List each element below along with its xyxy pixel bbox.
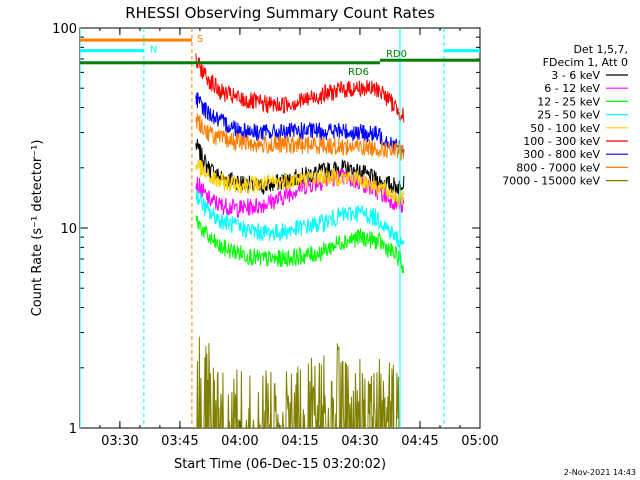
status-bar-label-5: RD0 [386, 49, 407, 60]
series-line-8 [195, 113, 405, 161]
x-tick-label: 04:00 [221, 434, 258, 449]
status-bar-2 [80, 49, 144, 53]
series-line-9 [195, 336, 400, 428]
status-bar-1 [80, 38, 192, 42]
series-line-3 [195, 215, 405, 274]
x-tick-label: 03:45 [161, 434, 198, 449]
legend-label-7: 300 - 800 keV [523, 148, 600, 161]
legend-label-1: 3 - 6 keV [551, 69, 600, 82]
series-line-4 [195, 189, 405, 249]
y-axis-label: Count Rate (s⁻¹ detector⁻¹) [30, 140, 45, 317]
footer-timestamp: 2-Nov-2021 14:43 [564, 468, 636, 477]
plot-frame [79, 27, 481, 429]
legend-label-3: 12 - 25 keV [537, 95, 600, 108]
x-tick-label: 04:15 [281, 434, 318, 449]
legend-header-line-2: FDecim 1, Att 0 [543, 56, 628, 69]
series-line-6 [195, 53, 405, 123]
x-tick-label: 04:30 [341, 434, 378, 449]
legend-label-8: 800 - 7000 keV [516, 161, 600, 174]
chart-title: RHESSI Observing Summary Count Rates [125, 4, 435, 22]
y-tick-label: 1 [69, 422, 77, 437]
status-bar-label-2: N [150, 45, 157, 56]
legend-header-line-1: Det 1,5,7, [573, 43, 628, 56]
legend-label-6: 100 - 300 keV [523, 135, 600, 148]
series-line-5 [195, 159, 405, 207]
y-tick-label: 10 [60, 222, 77, 237]
status-bar-label-1: S [197, 34, 203, 45]
x-axis-label: Start Time (06-Dec-15 03:20:02) [174, 457, 386, 472]
x-tick-label: 05:00 [461, 434, 498, 449]
x-tick-label: 03:30 [101, 434, 138, 449]
legend-label-5: 50 - 100 keV [530, 122, 600, 135]
legend-label-9: 7000 - 15000 keV [502, 175, 600, 188]
x-tick-label: 04:45 [401, 434, 438, 449]
y-tick-label: 100 [52, 22, 77, 37]
legend-label-4: 25 - 50 keV [537, 109, 600, 122]
status-bar-5 [379, 58, 480, 62]
status-bar-4 [80, 61, 380, 65]
legend-label-2: 6 - 12 keV [544, 82, 600, 95]
status-bar-3 [443, 49, 480, 53]
status-bar-label-4: RD6 [348, 67, 369, 78]
